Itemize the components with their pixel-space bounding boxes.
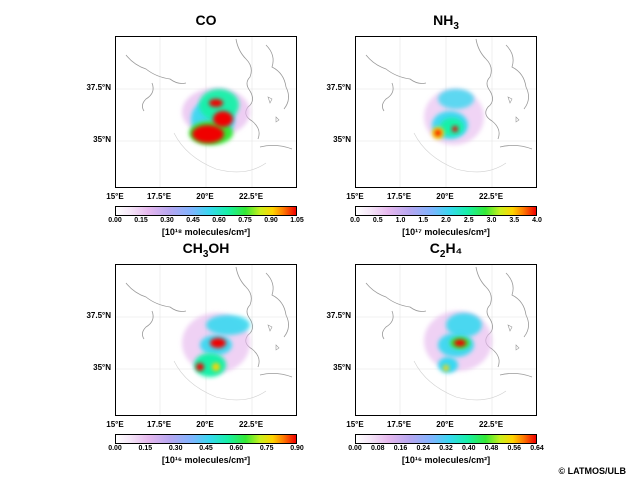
colorbar-tick-label: 0.5 xyxy=(372,217,383,224)
colorbar-tick-label: 0.75 xyxy=(238,217,252,224)
colorbar-tick-label: 0.45 xyxy=(199,445,213,452)
colorbar-tick-label: 4.0 xyxy=(532,217,542,224)
lon-label: 15°E xyxy=(106,192,124,201)
colorbar-tick-label: 0.30 xyxy=(160,217,174,224)
colorbar-tick-label: 0.90 xyxy=(264,217,278,224)
colorbar-tick-label: 1.5 xyxy=(418,217,429,224)
map-c2h4 xyxy=(355,264,537,416)
colorbar-unit: [10¹⁶ molecules/cm²] xyxy=(401,455,491,465)
colorbar-tick-label: 1.0 xyxy=(395,217,406,224)
map-canvas xyxy=(116,265,296,415)
plume xyxy=(424,89,484,145)
colorbar-unit: [10¹⁶ molecules/cm²] xyxy=(161,455,251,465)
colorbar-tick-label: 1.05 xyxy=(290,217,304,224)
colorbar xyxy=(115,434,297,444)
plume xyxy=(182,313,250,377)
lon-label: 15°E xyxy=(106,420,124,429)
colorbar-tick-label: 0.15 xyxy=(134,217,148,224)
colorbar-tick-label: 0.00 xyxy=(108,445,122,452)
lat-label: 37.5°N xyxy=(86,311,111,320)
colorbar-tick-label: 0.40 xyxy=(461,445,476,452)
colorbar-tick-label: 3.5 xyxy=(509,217,520,224)
colorbar xyxy=(355,434,537,444)
colorbar-tick-label: 0.00 xyxy=(108,217,122,224)
lat-label: 35°N xyxy=(93,135,111,144)
coastline xyxy=(365,38,533,173)
plume xyxy=(182,88,250,145)
title-subscript: 3 xyxy=(453,20,459,32)
title-suffix: H₄ xyxy=(445,240,463,256)
colorbar-tick-label: 0.60 xyxy=(212,217,226,224)
title-main: CH xyxy=(182,240,203,256)
colorbar xyxy=(115,206,297,216)
colorbar-tick-label: 2.0 xyxy=(441,217,451,224)
colorbar-unit: [10¹⁸ molecules/cm²] xyxy=(161,227,251,237)
map-ch3oh xyxy=(115,264,297,416)
colorbar-tick-label: 3.0 xyxy=(486,217,497,224)
colorbar-tick-label: 0.48 xyxy=(484,445,499,452)
lon-label: 20°E xyxy=(436,420,454,429)
colorbar-tick-label: 0.16 xyxy=(393,445,408,452)
credit-label: © LATMOS/ULB xyxy=(558,466,626,476)
map-canvas xyxy=(116,37,296,187)
colorbar-tick-label: 0.30 xyxy=(168,445,183,452)
lat-label: 37.5°N xyxy=(86,83,111,92)
lon-label: 17.5°E xyxy=(386,192,412,201)
lon-label: 22.5°E xyxy=(238,192,264,201)
lon-label: 22.5°E xyxy=(478,192,504,201)
colorbar-tick-label: 0.64 xyxy=(530,445,544,452)
colorbar-tick-label: 0.15 xyxy=(138,445,153,452)
lat-label: 35°N xyxy=(333,363,351,372)
title-subscript: 2 xyxy=(439,248,446,260)
lon-label: 20°E xyxy=(436,192,454,201)
colorbar-tick-label: 0.24 xyxy=(416,445,431,452)
title-subscript: 3 xyxy=(202,248,209,260)
lon-label: 17.5°E xyxy=(146,420,172,429)
lon-label: 15°E xyxy=(346,192,364,201)
lon-label: 22.5°E xyxy=(238,420,264,429)
lat-label: 37.5°N xyxy=(326,83,351,92)
colorbar-tick-label: 0.00 xyxy=(348,445,362,452)
colorbar-tick-label: 0.90 xyxy=(290,445,304,452)
lon-label: 17.5°E xyxy=(386,420,412,429)
panel-title-co: CO xyxy=(115,12,297,32)
map-canvas xyxy=(356,265,536,415)
colorbar-tick-label: 0.08 xyxy=(370,445,385,452)
lat-label: 37.5°N xyxy=(326,311,351,320)
title-main: NH xyxy=(433,12,454,28)
colorbar-unit: [10¹⁷ molecules/cm²] xyxy=(402,227,490,237)
lon-label: 20°E xyxy=(196,420,214,429)
colorbar-tick-label: 0.60 xyxy=(229,445,244,452)
colorbar-tick-label: 0.45 xyxy=(186,217,200,224)
plume xyxy=(424,311,492,373)
panel-title-nh3: NH3 xyxy=(355,12,537,32)
panel-title-c2h4: C2H₄ xyxy=(355,240,537,260)
lon-label: 15°E xyxy=(346,420,364,429)
coastline xyxy=(125,266,293,401)
map-co xyxy=(115,36,297,188)
lat-label: 35°N xyxy=(333,135,351,144)
colorbar-tick-label: 2.5 xyxy=(463,217,474,224)
colorbar-tick-label: 0.32 xyxy=(439,445,453,452)
lon-label: 20°E xyxy=(196,192,214,201)
title-main: C xyxy=(429,240,440,256)
title-suffix: OH xyxy=(208,240,230,256)
coastline xyxy=(365,266,533,401)
coastline xyxy=(125,38,293,173)
lon-label: 17.5°E xyxy=(146,192,172,201)
colorbar-tick-label: 0.75 xyxy=(259,445,274,452)
panel-title-ch3oh: CH3OH xyxy=(115,240,297,260)
colorbar-tick-label: 0.56 xyxy=(507,445,522,452)
map-nh3 xyxy=(355,36,537,188)
lon-label: 22.5°E xyxy=(478,420,504,429)
map-canvas xyxy=(356,37,536,187)
title-main: CO xyxy=(195,12,217,28)
lat-label: 35°N xyxy=(93,363,111,372)
colorbar-tick-label: 0.0 xyxy=(350,217,360,224)
colorbar xyxy=(355,206,537,216)
